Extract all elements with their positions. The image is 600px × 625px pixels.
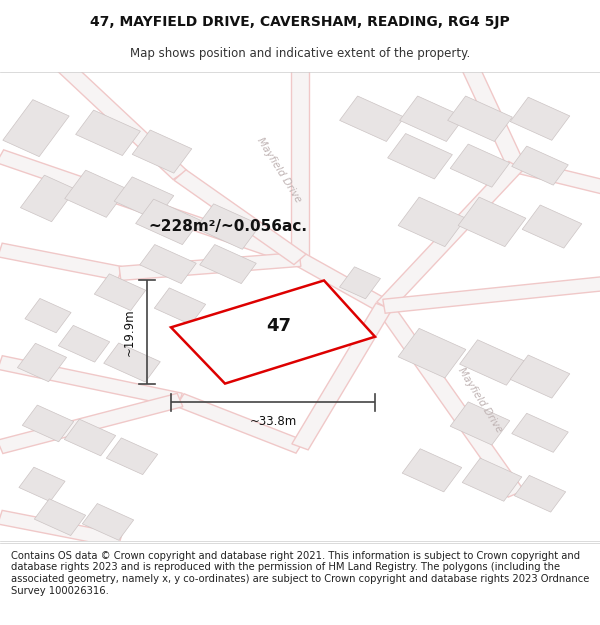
- Polygon shape: [106, 438, 158, 474]
- Polygon shape: [65, 170, 127, 217]
- Polygon shape: [132, 130, 192, 173]
- Polygon shape: [388, 134, 452, 179]
- Polygon shape: [94, 274, 146, 311]
- Polygon shape: [450, 402, 510, 445]
- Polygon shape: [400, 96, 464, 141]
- Polygon shape: [34, 499, 86, 536]
- Polygon shape: [200, 244, 256, 284]
- Text: ~228m²/~0.056ac.: ~228m²/~0.056ac.: [149, 219, 308, 234]
- Polygon shape: [154, 288, 206, 324]
- Polygon shape: [462, 458, 522, 501]
- Polygon shape: [0, 243, 122, 280]
- Polygon shape: [510, 98, 570, 140]
- Polygon shape: [176, 394, 304, 453]
- Text: ~33.8m: ~33.8m: [250, 414, 296, 428]
- Polygon shape: [460, 60, 524, 168]
- Text: 47, MAYFIELD DRIVE, CAVERSHAM, READING, RG4 5JP: 47, MAYFIELD DRIVE, CAVERSHAM, READING, …: [90, 14, 510, 29]
- Polygon shape: [458, 197, 526, 247]
- Polygon shape: [25, 299, 71, 332]
- Polygon shape: [402, 449, 462, 492]
- Polygon shape: [22, 405, 74, 442]
- Text: Mayfield Drive: Mayfield Drive: [255, 136, 303, 204]
- Polygon shape: [340, 267, 380, 299]
- Polygon shape: [136, 199, 200, 244]
- Polygon shape: [20, 175, 76, 222]
- Polygon shape: [448, 96, 512, 141]
- Polygon shape: [0, 511, 122, 548]
- Polygon shape: [340, 96, 404, 141]
- Polygon shape: [17, 343, 67, 382]
- Polygon shape: [19, 468, 65, 501]
- Polygon shape: [295, 254, 389, 312]
- Polygon shape: [292, 303, 392, 450]
- Polygon shape: [291, 62, 309, 259]
- Polygon shape: [140, 244, 196, 284]
- Polygon shape: [0, 356, 182, 407]
- Polygon shape: [377, 161, 523, 311]
- Polygon shape: [522, 205, 582, 248]
- Polygon shape: [196, 204, 260, 249]
- Polygon shape: [0, 150, 304, 266]
- Polygon shape: [376, 303, 524, 497]
- Polygon shape: [383, 276, 600, 313]
- Polygon shape: [0, 393, 183, 454]
- Polygon shape: [174, 170, 306, 264]
- Polygon shape: [119, 253, 301, 281]
- Polygon shape: [76, 110, 140, 156]
- Text: Mayfield Drive: Mayfield Drive: [456, 366, 504, 434]
- Polygon shape: [58, 326, 110, 362]
- Polygon shape: [460, 340, 524, 385]
- Polygon shape: [450, 144, 510, 187]
- Polygon shape: [512, 413, 568, 452]
- Text: Map shows position and indicative extent of the property.: Map shows position and indicative extent…: [130, 48, 470, 61]
- Polygon shape: [512, 146, 568, 185]
- Polygon shape: [514, 159, 600, 196]
- Polygon shape: [104, 343, 160, 382]
- Polygon shape: [64, 419, 116, 456]
- Polygon shape: [398, 197, 466, 247]
- Polygon shape: [510, 355, 570, 398]
- Polygon shape: [53, 58, 187, 179]
- Polygon shape: [398, 328, 466, 378]
- Text: Contains OS data © Crown copyright and database right 2021. This information is : Contains OS data © Crown copyright and d…: [11, 551, 589, 596]
- Text: 47: 47: [266, 317, 292, 335]
- Polygon shape: [171, 281, 375, 384]
- Polygon shape: [82, 504, 134, 540]
- Polygon shape: [114, 177, 174, 220]
- Polygon shape: [3, 99, 69, 157]
- Polygon shape: [514, 476, 566, 512]
- Text: ~19.9m: ~19.9m: [122, 308, 136, 356]
